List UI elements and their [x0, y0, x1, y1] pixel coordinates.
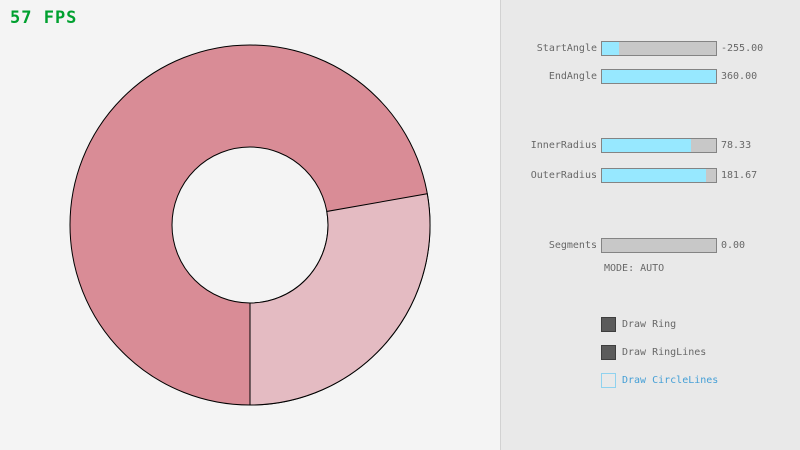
slider-label-segments: Segments [548, 240, 597, 251]
slider-value-startangle: -255.00 [721, 43, 764, 54]
slider-value-endangle: 360.00 [721, 71, 758, 82]
slider-value-innerradius: 78.33 [721, 140, 752, 151]
segments-slider[interactable] [601, 238, 717, 253]
render-canvas: 57 FPS [10, 8, 431, 406]
startangle-slider[interactable] [601, 41, 717, 56]
draw-circlelines-label: Draw CircleLines [622, 375, 719, 386]
slider-label-outerradius: OuterRadius [530, 170, 597, 181]
slider-row-outerradius: OuterRadius 181.67 [501, 168, 800, 183]
checkbox-row-draw-circlelines: Draw CircleLines [501, 373, 800, 388]
slider-row-segments: Segments 0.00 [501, 238, 800, 253]
slider-fill [602, 42, 620, 55]
outerradius-slider[interactable] [601, 168, 717, 183]
slider-fill [602, 169, 706, 182]
slider-label-endangle: EndAngle [548, 71, 597, 82]
draw-ring-label: Draw Ring [622, 319, 677, 330]
draw-circlelines-checkbox[interactable] [601, 373, 616, 388]
mode-label: MODE: AUTO [604, 263, 665, 274]
slider-fill [602, 139, 691, 152]
slider-value-outerradius: 181.67 [721, 170, 758, 181]
slider-label-startangle: StartAngle [536, 43, 597, 54]
slider-row-innerradius: InnerRadius 78.33 [501, 138, 800, 153]
fps-counter: 57 FPS [10, 8, 78, 28]
ring-chart [69, 44, 431, 406]
draw-ringlines-checkbox[interactable] [601, 345, 616, 360]
checkbox-row-draw-ring: Draw Ring [501, 317, 800, 332]
slider-row-startangle: StartAngle -255.00 [501, 41, 800, 56]
ring-light-segment [249, 193, 431, 406]
endangle-slider[interactable] [601, 69, 717, 84]
innerradius-slider[interactable] [601, 138, 717, 153]
slider-row-endangle: EndAngle 360.00 [501, 69, 800, 84]
control-panel: StartAngle -255.00 EndAngle 360.00 Inner… [500, 0, 800, 450]
draw-ring-checkbox[interactable] [601, 317, 616, 332]
draw-ringlines-label: Draw RingLines [622, 347, 707, 358]
checkbox-row-draw-ringlines: Draw RingLines [501, 345, 800, 360]
slider-fill [602, 70, 716, 83]
slider-value-segments: 0.00 [721, 240, 746, 251]
slider-label-innerradius: InnerRadius [530, 140, 597, 151]
